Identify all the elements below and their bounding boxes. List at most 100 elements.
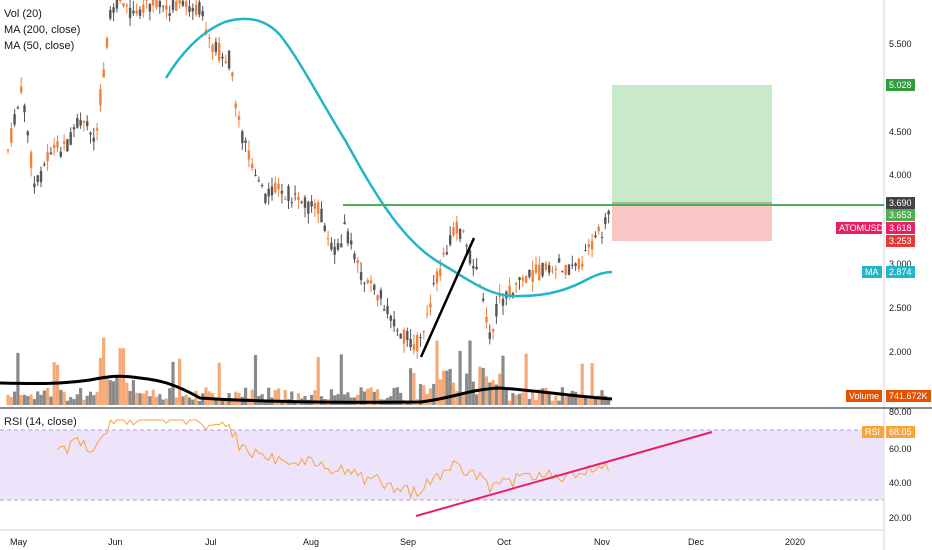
x-label-may: May [10,537,28,547]
candle-body [386,306,389,314]
ma200-legend[interactable]: MA (200, close) [4,24,81,36]
volume-bar [62,391,66,405]
candle-body [343,222,346,225]
stop-price-tag: 3.253 [886,235,915,247]
candle-body [465,245,468,247]
volume-bar [316,357,320,405]
volume-bar [135,392,139,405]
price-axis[interactable]: 5.500 4.500 4.000 3.000 2.500 2.000 [889,39,912,357]
last-price-tag: 3.618 [886,222,915,234]
candle-body [449,235,452,245]
candle-body [119,0,122,1]
volume-bar [432,384,436,405]
volume-bar [204,387,208,405]
volume-bar [32,399,36,405]
volume-bar [29,394,33,405]
volume-bar [313,390,317,405]
volume-bar [92,395,96,405]
x-label-jul: Jul [205,537,217,547]
candle-body [472,265,475,269]
candle-body [20,86,23,93]
candle-body [515,283,518,285]
candle-body [587,244,590,248]
volume-bar [158,394,162,405]
candle-body [227,50,231,69]
candle-body [231,72,234,77]
volume-bar [250,389,254,405]
candle-body [148,3,152,12]
candle-body [551,270,554,272]
candle-body [241,131,244,144]
rsi-trendline[interactable] [415,431,713,517]
candle-body [293,193,297,195]
volume-bar [541,388,545,405]
candle-body [277,183,280,190]
ma50-legend[interactable]: MA (50, close) [4,40,75,52]
candle-body [392,319,396,327]
candle-body [561,271,564,273]
volume-bar [151,389,155,405]
volume-bar [234,391,238,405]
rsi-axis[interactable]: 80.00 60.00 40.00 20.00 [889,407,912,523]
volume-bar [59,389,63,405]
candle-body [125,5,128,7]
volume-bar [184,394,188,405]
ma200-line [0,374,613,404]
candle-body [462,230,465,232]
ma-tag: MA [862,266,882,278]
candle-body [10,128,13,143]
volume-bar [128,390,132,405]
price-tick: 3.000 [889,259,912,269]
x-label-oct: Oct [497,537,512,547]
price-trendline[interactable] [419,237,476,358]
vol-legend[interactable]: Vol (20) [4,8,42,20]
volume-bar [494,384,498,405]
candle-body [76,117,79,128]
candle-body [53,144,56,149]
candle-body [89,132,92,135]
volume-bar [537,389,541,405]
volume-bar [138,393,142,405]
volume-bar [125,382,129,405]
candle-body [280,190,284,194]
candle-body [458,228,462,239]
volume-bar [451,382,456,405]
candle-body [142,4,145,13]
candle-body [346,231,350,244]
volume-bar [267,387,271,405]
candle-body [43,164,46,166]
candle-body [531,270,534,282]
volume-bar [72,399,76,405]
volume-bar [580,363,584,405]
rsi-band [0,430,884,500]
candle-body [475,266,478,270]
candle-body [485,316,488,323]
candle-body [201,10,204,17]
volume-bar [283,389,287,405]
rsi-legend[interactable]: RSI (14, close) [4,416,77,428]
price-tick: 4.000 [889,170,912,180]
candle-body [128,7,132,19]
candle-body [247,150,251,160]
candle-body [389,315,392,321]
candle-body [171,0,175,10]
ma50-line [164,17,613,298]
candle-body [178,0,181,4]
volume-bar [108,380,112,405]
volume-bar [26,396,30,405]
target-zone[interactable] [612,85,772,203]
volume-bar [399,392,403,405]
volume-bar [319,396,324,405]
volume-bar [194,390,198,405]
candle-body [498,294,501,297]
stop-zone[interactable] [612,203,772,241]
candle-body [161,5,165,7]
volume-bar [346,392,350,405]
candle-body [356,259,359,264]
candle-body [290,202,293,204]
symbol-tag: ATOMUSDT [836,222,889,234]
price-tick: 2.000 [889,347,912,357]
candle-body [495,303,498,317]
volume-bar [85,395,89,405]
